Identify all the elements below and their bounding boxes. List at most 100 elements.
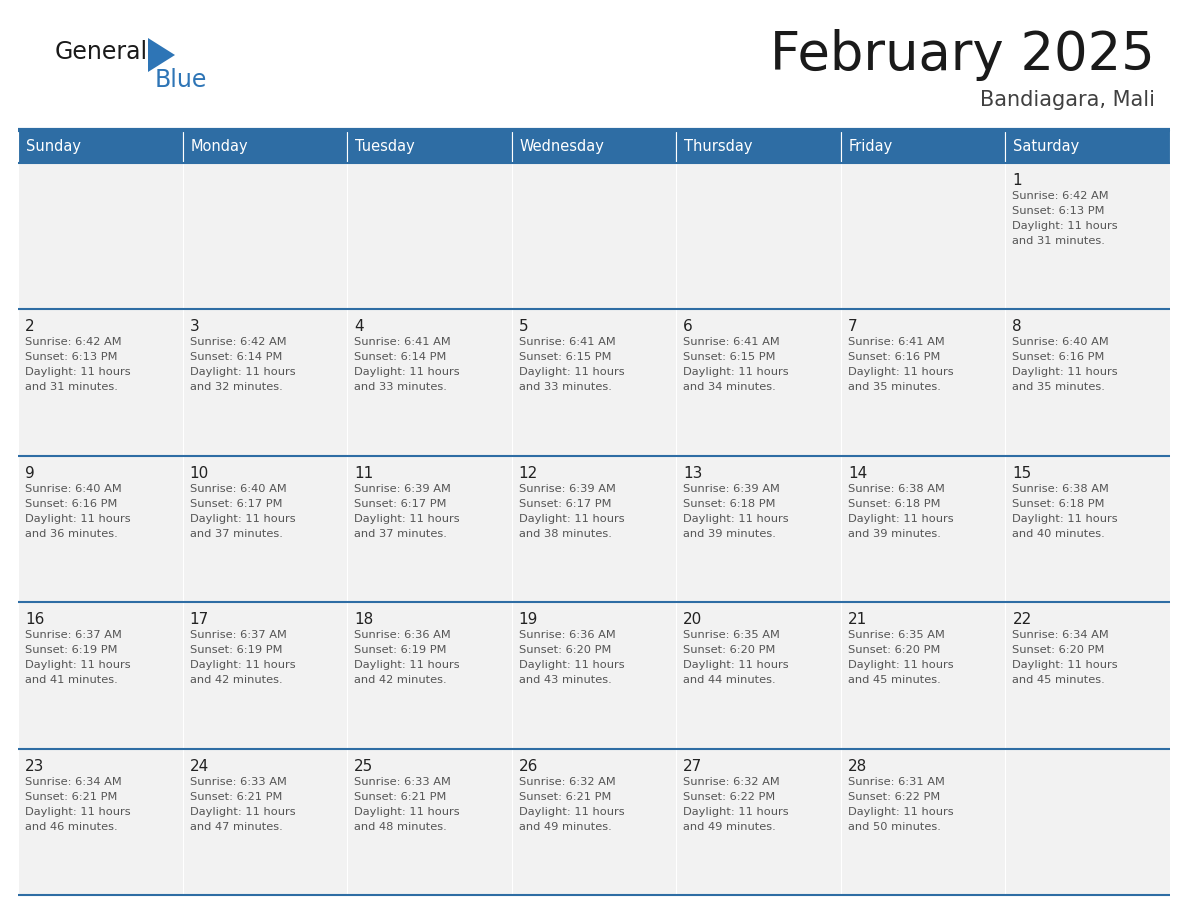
Text: and 50 minutes.: and 50 minutes. (848, 822, 941, 832)
Text: and 49 minutes.: and 49 minutes. (519, 822, 612, 832)
Bar (512, 130, 676, 163)
Text: 1: 1 (1012, 173, 1022, 188)
Text: 26: 26 (519, 758, 538, 774)
Bar (18, 309, 183, 456)
Bar (512, 309, 676, 456)
Text: Daylight: 11 hours: Daylight: 11 hours (25, 514, 131, 524)
Bar (512, 456, 676, 602)
Text: Daylight: 11 hours: Daylight: 11 hours (848, 367, 954, 377)
Text: and 45 minutes.: and 45 minutes. (848, 676, 941, 685)
Text: Sunset: 6:21 PM: Sunset: 6:21 PM (519, 791, 611, 801)
Text: 4: 4 (354, 319, 364, 334)
Text: Sunrise: 6:37 AM: Sunrise: 6:37 AM (190, 630, 286, 640)
Text: Sunset: 6:19 PM: Sunset: 6:19 PM (354, 645, 447, 655)
Polygon shape (148, 38, 175, 72)
Text: Sunset: 6:15 PM: Sunset: 6:15 PM (683, 353, 776, 363)
Text: Sunrise: 6:37 AM: Sunrise: 6:37 AM (25, 630, 122, 640)
Text: 21: 21 (848, 612, 867, 627)
Text: 24: 24 (190, 758, 209, 774)
Bar (512, 748, 676, 895)
Text: and 48 minutes.: and 48 minutes. (354, 822, 447, 832)
Text: Sunset: 6:16 PM: Sunset: 6:16 PM (25, 498, 118, 509)
Text: Sunset: 6:20 PM: Sunset: 6:20 PM (683, 645, 776, 655)
Bar (1005, 163, 1170, 309)
Text: Sunrise: 6:40 AM: Sunrise: 6:40 AM (1012, 338, 1110, 347)
Text: and 42 minutes.: and 42 minutes. (354, 676, 447, 685)
Bar (183, 309, 347, 456)
Bar (347, 130, 512, 163)
Text: Friday: Friday (849, 139, 893, 154)
Text: Blue: Blue (154, 68, 208, 92)
Text: Daylight: 11 hours: Daylight: 11 hours (25, 660, 131, 670)
Text: Sunset: 6:16 PM: Sunset: 6:16 PM (1012, 353, 1105, 363)
Bar (1005, 748, 1170, 895)
Text: Sunrise: 6:33 AM: Sunrise: 6:33 AM (354, 777, 451, 787)
Text: 13: 13 (683, 465, 702, 481)
Bar (676, 130, 841, 163)
Text: Daylight: 11 hours: Daylight: 11 hours (519, 514, 625, 524)
Text: and 47 minutes.: and 47 minutes. (190, 822, 283, 832)
Text: Daylight: 11 hours: Daylight: 11 hours (25, 807, 131, 817)
Text: Sunset: 6:18 PM: Sunset: 6:18 PM (848, 498, 941, 509)
Text: Daylight: 11 hours: Daylight: 11 hours (848, 514, 954, 524)
Bar (841, 602, 1005, 748)
Text: Sunrise: 6:41 AM: Sunrise: 6:41 AM (683, 338, 781, 347)
Text: Sunrise: 6:42 AM: Sunrise: 6:42 AM (190, 338, 286, 347)
Bar (1005, 602, 1170, 748)
Bar (841, 309, 1005, 456)
Bar (1005, 456, 1170, 602)
Text: and 41 minutes.: and 41 minutes. (25, 676, 118, 685)
Text: and 35 minutes.: and 35 minutes. (848, 383, 941, 392)
Bar (18, 456, 183, 602)
Text: Sunset: 6:13 PM: Sunset: 6:13 PM (1012, 206, 1105, 216)
Text: 5: 5 (519, 319, 529, 334)
Text: Sunset: 6:14 PM: Sunset: 6:14 PM (354, 353, 447, 363)
Bar (18, 130, 183, 163)
Bar (841, 163, 1005, 309)
Text: Sunset: 6:21 PM: Sunset: 6:21 PM (25, 791, 118, 801)
Text: Sunrise: 6:39 AM: Sunrise: 6:39 AM (354, 484, 451, 494)
Text: Sunrise: 6:32 AM: Sunrise: 6:32 AM (683, 777, 781, 787)
Bar (18, 602, 183, 748)
Text: Sunday: Sunday (26, 139, 81, 154)
Text: and 39 minutes.: and 39 minutes. (683, 529, 776, 539)
Text: Daylight: 11 hours: Daylight: 11 hours (848, 807, 954, 817)
Bar (1005, 309, 1170, 456)
Text: Sunset: 6:18 PM: Sunset: 6:18 PM (683, 498, 776, 509)
Text: Daylight: 11 hours: Daylight: 11 hours (354, 660, 460, 670)
Text: Sunset: 6:19 PM: Sunset: 6:19 PM (190, 645, 282, 655)
Text: and 40 minutes.: and 40 minutes. (1012, 529, 1105, 539)
Text: 27: 27 (683, 758, 702, 774)
Text: Sunrise: 6:36 AM: Sunrise: 6:36 AM (354, 630, 451, 640)
Bar (347, 748, 512, 895)
Text: 2: 2 (25, 319, 34, 334)
Text: and 45 minutes.: and 45 minutes. (1012, 676, 1105, 685)
Bar (347, 602, 512, 748)
Text: Sunset: 6:21 PM: Sunset: 6:21 PM (190, 791, 282, 801)
Text: Daylight: 11 hours: Daylight: 11 hours (519, 660, 625, 670)
Text: Thursday: Thursday (684, 139, 753, 154)
Text: 14: 14 (848, 465, 867, 481)
Text: Sunrise: 6:32 AM: Sunrise: 6:32 AM (519, 777, 615, 787)
Text: Daylight: 11 hours: Daylight: 11 hours (190, 367, 295, 377)
Text: Daylight: 11 hours: Daylight: 11 hours (190, 660, 295, 670)
Text: Daylight: 11 hours: Daylight: 11 hours (848, 660, 954, 670)
Text: Sunrise: 6:35 AM: Sunrise: 6:35 AM (848, 630, 944, 640)
Text: 22: 22 (1012, 612, 1031, 627)
Text: Daylight: 11 hours: Daylight: 11 hours (190, 514, 295, 524)
Text: Sunrise: 6:34 AM: Sunrise: 6:34 AM (25, 777, 121, 787)
Text: Sunset: 6:13 PM: Sunset: 6:13 PM (25, 353, 118, 363)
Text: Sunrise: 6:41 AM: Sunrise: 6:41 AM (848, 338, 944, 347)
Bar (676, 163, 841, 309)
Text: Sunset: 6:15 PM: Sunset: 6:15 PM (519, 353, 611, 363)
Text: 11: 11 (354, 465, 373, 481)
Text: Sunset: 6:22 PM: Sunset: 6:22 PM (683, 791, 776, 801)
Bar (676, 602, 841, 748)
Text: 23: 23 (25, 758, 44, 774)
Text: 9: 9 (25, 465, 34, 481)
Text: Sunrise: 6:33 AM: Sunrise: 6:33 AM (190, 777, 286, 787)
Text: and 42 minutes.: and 42 minutes. (190, 676, 283, 685)
Text: Sunrise: 6:40 AM: Sunrise: 6:40 AM (25, 484, 121, 494)
Text: Daylight: 11 hours: Daylight: 11 hours (683, 807, 789, 817)
Text: and 37 minutes.: and 37 minutes. (190, 529, 283, 539)
